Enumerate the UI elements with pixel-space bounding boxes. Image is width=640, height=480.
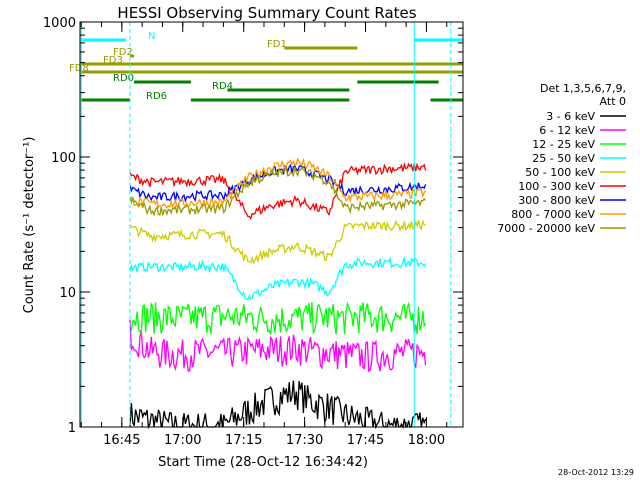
series-line-5	[129, 161, 427, 221]
legend-header-line2: Att 0	[600, 95, 626, 108]
series-line-1	[129, 319, 427, 373]
x-axis-label: Start Time (28-Oct-12 16:34:42)	[158, 455, 368, 470]
legend-item-label: 12 - 25 keV	[532, 138, 595, 151]
y-tick-label: 100	[51, 151, 76, 166]
y-axis-label: Count Rate (s⁻¹ detector⁻¹)	[22, 137, 37, 314]
legend-item-label: 3 - 6 keV	[546, 110, 595, 123]
flag-label: FD1	[267, 39, 287, 50]
x-tick-label: 17:15	[225, 433, 262, 448]
legend-item-label: 7000 - 20000 keV	[497, 222, 595, 235]
x-tick-label: 17:00	[164, 433, 201, 448]
x-tick-label: 16:45	[103, 433, 140, 448]
flag-label: FD2	[113, 47, 133, 58]
flag-label: RD0	[113, 73, 134, 84]
series-line-8	[129, 166, 427, 217]
series-line-3	[129, 255, 427, 301]
plot-frame	[79, 21, 464, 428]
chart-title: HESSI Observing Summary Count Rates	[117, 4, 416, 22]
x-tick-label: 18:00	[408, 433, 445, 448]
series-line-4	[129, 218, 426, 265]
timestamp: 28-Oct-2012 13:29	[558, 468, 634, 477]
legend-item-label: 300 - 800 keV	[518, 194, 595, 207]
legend-item-label: 800 - 7000 keV	[511, 208, 595, 221]
y-tick-label: 1	[68, 421, 76, 436]
series-line-2	[129, 301, 427, 337]
series-lines	[129, 157, 427, 430]
legend-item-label: 50 - 100 keV	[525, 166, 595, 179]
legend-item-label: 25 - 50 keV	[532, 152, 595, 165]
flag-label: N	[148, 31, 155, 42]
legend-item-label: 6 - 12 keV	[539, 124, 595, 137]
y-tick-label: 1000	[43, 16, 76, 31]
legend-item-label: 100 - 300 keV	[518, 180, 595, 193]
series-line-7	[129, 157, 427, 210]
flag-label: RD4	[212, 81, 233, 92]
flag-label: FD3	[103, 55, 123, 66]
y-tick-label: 10	[59, 286, 76, 301]
x-axis-ticks: 16:45 17:00 17:15 17:30 17:45 18:00	[80, 22, 448, 448]
y-axis-ticks: 1 10 100 1000	[43, 16, 463, 436]
legend-header-line1: Det 1,3,5,6,7,9,	[540, 82, 626, 95]
x-tick-label: 17:30	[286, 433, 323, 448]
flag-label: FD8	[69, 63, 89, 74]
data-dropout-markers	[80, 22, 452, 427]
series-line-0	[129, 380, 427, 430]
x-tick-label: 17:45	[347, 433, 384, 448]
flag-label: RD6	[146, 91, 167, 102]
